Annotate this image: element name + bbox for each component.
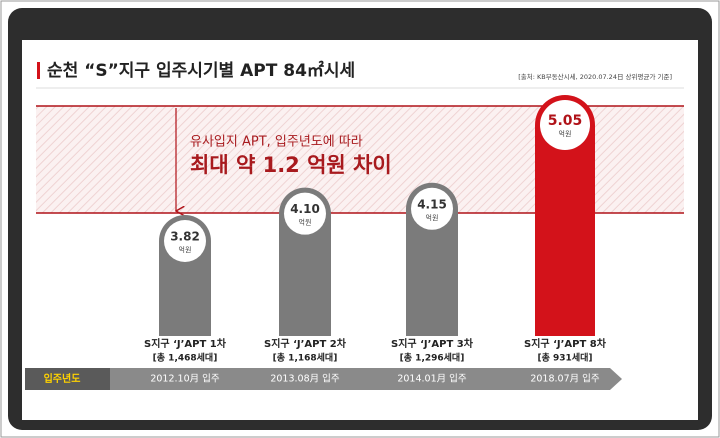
value-unit: 억원 <box>299 218 312 227</box>
value-label: 4.15 <box>417 197 447 211</box>
timeline-arrow <box>25 368 622 390</box>
panel <box>22 40 698 420</box>
annotation-headline: 최대 약 1.2 억원 차이 <box>190 153 392 177</box>
move-in-label: 2014.01月 입주 <box>397 373 467 385</box>
category-label: S지구 ‘J’APT 3차 <box>391 337 474 350</box>
timeline-head <box>25 368 110 390</box>
move-in-label: 2012.10月 입주 <box>150 373 220 385</box>
move-in-label: 2018.07月 입주 <box>530 373 600 385</box>
chart-title: 순천 “S”지구 입주시기별 APT 84㎡시세 <box>47 60 355 81</box>
value-label: 4.10 <box>290 202 320 216</box>
value-unit: 억원 <box>559 129 572 138</box>
value-badge <box>284 192 326 235</box>
value-unit: 억원 <box>426 213 439 222</box>
household-label: [총 1,468세대] <box>153 352 218 364</box>
value-badge <box>164 220 206 262</box>
annotation-line: 유사입지 APT, 입주년도에 따라 <box>190 135 363 150</box>
move-in-label: 2013.08月 입주 <box>270 373 340 385</box>
household-label: [총 931세대] <box>538 352 593 364</box>
category-label: S지구 ‘J’APT 8차 <box>524 337 607 350</box>
value-badge <box>540 100 590 150</box>
household-label: [총 1,296세대] <box>400 352 465 364</box>
timeline-label: 입주년도 <box>44 372 81 385</box>
bar <box>535 95 595 336</box>
value-label: 5.05 <box>548 113 583 129</box>
value-unit: 억원 <box>179 245 192 254</box>
source: [출처: KB부동산시세, 2020.07.24日 상위평균가 기준] <box>518 72 672 81</box>
category-label: S지구 ‘J’APT 2차 <box>264 337 347 350</box>
household-label: [총 1,168세대] <box>273 352 338 364</box>
category-label: S지구 ‘J’APT 1차 <box>144 337 227 350</box>
value-badge <box>411 187 453 230</box>
value-label: 3.82 <box>170 230 200 244</box>
title-bar <box>37 62 40 79</box>
